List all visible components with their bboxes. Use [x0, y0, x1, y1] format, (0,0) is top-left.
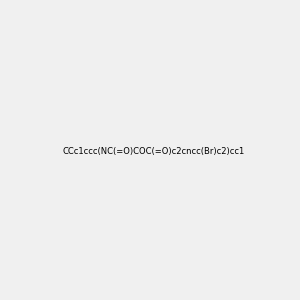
Text: CCc1ccc(NC(=O)COC(=O)c2cncc(Br)c2)cc1: CCc1ccc(NC(=O)COC(=O)c2cncc(Br)c2)cc1: [63, 147, 245, 156]
